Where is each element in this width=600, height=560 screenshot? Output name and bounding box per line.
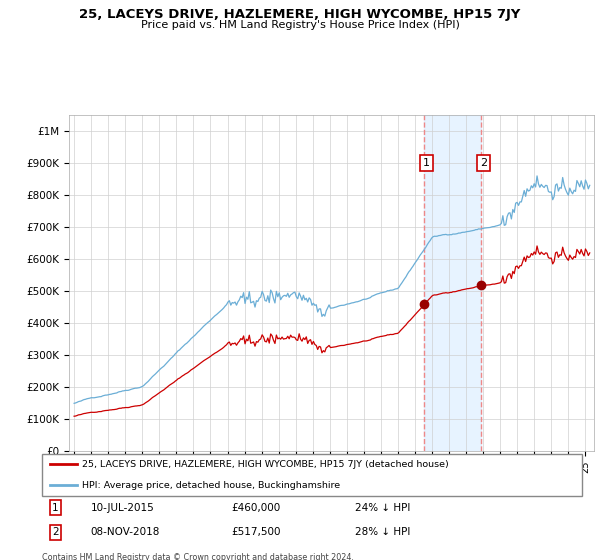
Text: 28% ↓ HPI: 28% ↓ HPI xyxy=(355,528,410,538)
Text: HPI: Average price, detached house, Buckinghamshire: HPI: Average price, detached house, Buck… xyxy=(83,480,341,489)
Text: 1: 1 xyxy=(423,158,430,168)
Text: Price paid vs. HM Land Registry's House Price Index (HPI): Price paid vs. HM Land Registry's House … xyxy=(140,20,460,30)
Text: 25, LACEYS DRIVE, HAZLEMERE, HIGH WYCOMBE, HP15 7JY: 25, LACEYS DRIVE, HAZLEMERE, HIGH WYCOMB… xyxy=(79,8,521,21)
Text: 2: 2 xyxy=(479,158,487,168)
Text: £517,500: £517,500 xyxy=(231,528,281,538)
FancyBboxPatch shape xyxy=(42,454,582,496)
Text: 10-JUL-2015: 10-JUL-2015 xyxy=(91,503,154,513)
Text: 24% ↓ HPI: 24% ↓ HPI xyxy=(355,503,410,513)
Text: Contains HM Land Registry data © Crown copyright and database right 2024.
This d: Contains HM Land Registry data © Crown c… xyxy=(42,553,354,560)
Text: £460,000: £460,000 xyxy=(231,503,280,513)
Text: 2: 2 xyxy=(52,528,59,538)
Bar xyxy=(424,115,481,451)
Text: 25, LACEYS DRIVE, HAZLEMERE, HIGH WYCOMBE, HP15 7JY (detached house): 25, LACEYS DRIVE, HAZLEMERE, HIGH WYCOMB… xyxy=(83,460,449,469)
Text: 08-NOV-2018: 08-NOV-2018 xyxy=(91,528,160,538)
Text: 1: 1 xyxy=(52,503,59,513)
